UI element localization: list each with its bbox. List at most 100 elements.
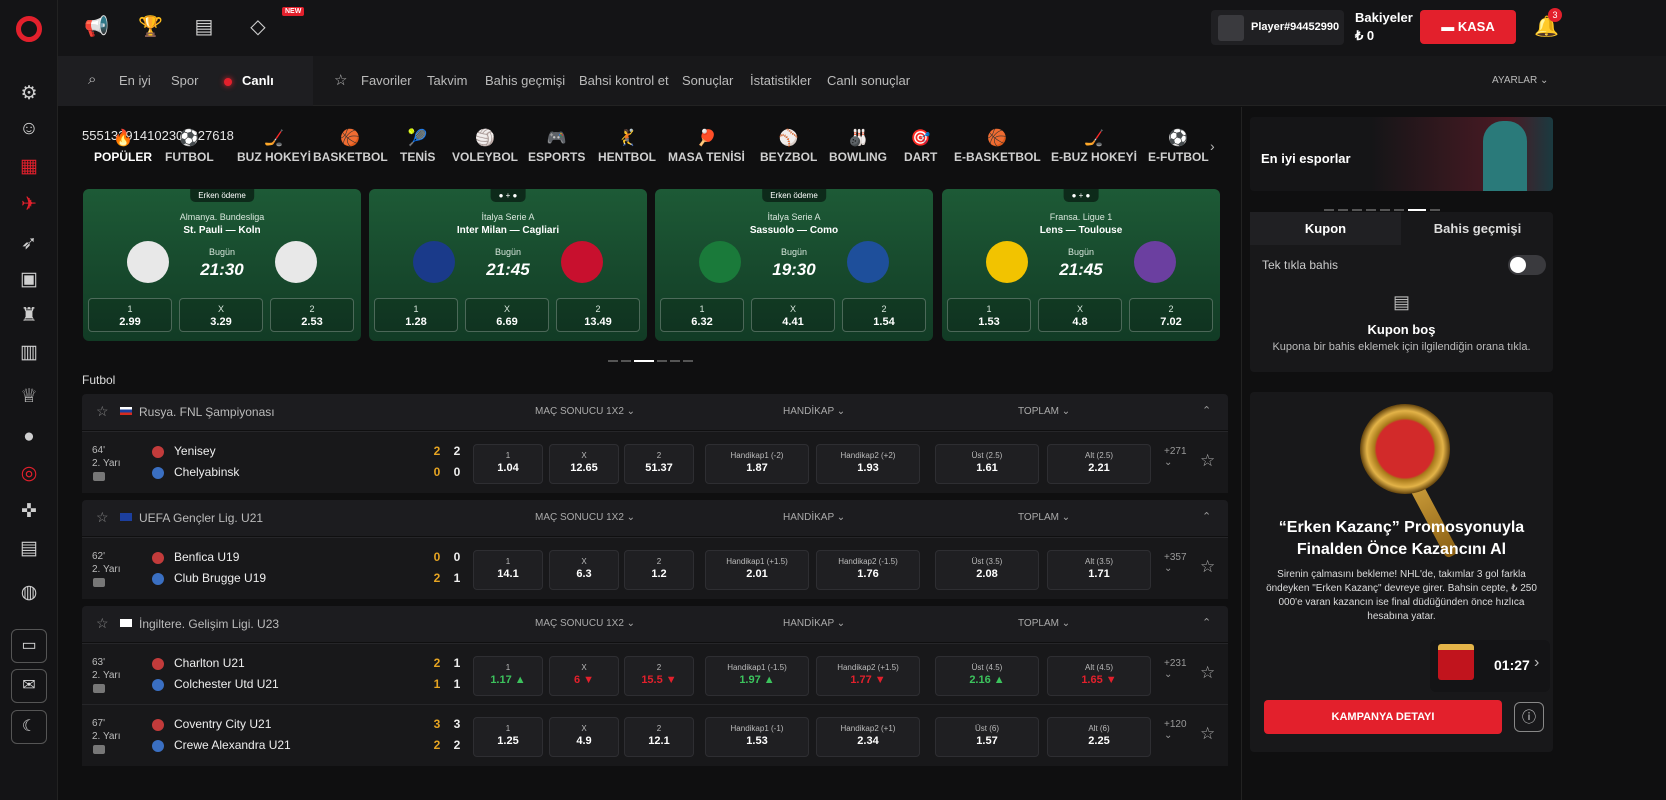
odd-button[interactable]: Alt (3.5) 1.71 xyxy=(1047,550,1151,590)
link-canli-sonuclar[interactable]: Canlı sonuçlar xyxy=(827,73,911,88)
chat-icon[interactable]: ✉ xyxy=(11,669,47,703)
sport-tab-4[interactable]: 🎾 TENİS xyxy=(400,128,435,164)
odd-button[interactable]: 1 1.53 xyxy=(947,298,1031,332)
featured-card[interactable]: ● + ● İtalya Serie A Inter Milan — Cagliar… xyxy=(369,189,647,341)
settings-link[interactable]: AYARLAR ⌄ xyxy=(1492,75,1549,86)
live-tv-icon[interactable] xyxy=(93,578,105,587)
promo-dot[interactable] xyxy=(1430,209,1440,211)
promo-dots[interactable] xyxy=(1324,199,1444,214)
sport-tab-7[interactable]: 🤾 HENTBOL xyxy=(598,128,656,164)
diamond-icon[interactable]: ◇ xyxy=(250,16,266,38)
tournament-icon[interactable]: ♜ xyxy=(20,305,38,326)
sport-tab-12[interactable]: 🏀 E-BASKETBOL xyxy=(954,128,1041,164)
odd-button[interactable]: Handikap2 (-1.5) 1.76 xyxy=(816,550,920,590)
chevron-right-icon[interactable]: › xyxy=(1210,138,1215,154)
match-row[interactable]: 67' 2. Yarı Coventry City U21 Crewe Alexand… xyxy=(82,704,1228,766)
market-label[interactable]: HANDİKAP ⌄ xyxy=(783,618,846,629)
trophy-icon[interactable]: 🏆 xyxy=(138,16,163,38)
star-icon[interactable]: ☆ xyxy=(96,509,109,525)
featured-card[interactable]: ● + ● Fransa. Ligue 1 Lens — Toulouse Bugün… xyxy=(942,189,1220,341)
favorite-star-icon[interactable]: ☆ xyxy=(1200,557,1216,576)
tab-canli[interactable]: Canlı xyxy=(242,73,274,88)
aviator-icon[interactable]: ✈ xyxy=(21,194,37,215)
odd-button[interactable]: 1 1.17 ▲ xyxy=(473,656,543,696)
bingo-icon[interactable]: ▥ xyxy=(20,342,38,363)
carousel-dot[interactable] xyxy=(608,360,618,362)
search-icon[interactable]: ⌕ xyxy=(88,71,97,88)
market-label[interactable]: MAÇ SONUCU 1X2 ⌄ xyxy=(535,618,636,629)
sport-tab-6[interactable]: 🎮 ESPORTS xyxy=(528,128,585,164)
odd-button[interactable]: Handikap2 (+1) 2.34 xyxy=(816,717,920,757)
sport-tab-13[interactable]: 🏒 E-BUZ HOKEYİ xyxy=(1051,128,1137,164)
kasa-button[interactable]: ▬ KASA xyxy=(1420,10,1516,44)
market-label[interactable]: TOPLAM ⌄ xyxy=(1018,512,1071,523)
carousel-dot-active[interactable] xyxy=(634,360,654,362)
match-row[interactable]: 64' 2. Yarı Yenisey Chelyabinsk 2 2 0 0 1 1.04 X 12… xyxy=(82,431,1228,493)
match-row[interactable]: 63' 2. Yarı Charlton U21 Colchester Utd U21… xyxy=(82,643,1228,705)
market-label[interactable]: TOPLAM ⌄ xyxy=(1018,618,1071,629)
market-label[interactable]: MAÇ SONUCU 1X2 ⌄ xyxy=(535,406,636,417)
odd-button[interactable]: 2 7.02 xyxy=(1129,298,1213,332)
language-flag-icon[interactable]: ☾ xyxy=(11,710,47,744)
chevron-right-icon[interactable]: › xyxy=(1534,654,1540,671)
logo[interactable] xyxy=(16,16,42,42)
star-icon[interactable]: ☆ xyxy=(96,615,109,631)
link-sonuclar[interactable]: Sonuçlar xyxy=(682,73,734,88)
odd-button[interactable]: Alt (6) 2.25 xyxy=(1047,717,1151,757)
balance[interactable]: Bakiyeler ₺ 0 xyxy=(1355,10,1413,47)
promo-dot-active[interactable] xyxy=(1408,209,1426,211)
link-bahsi-kontrol[interactable]: Bahsi kontrol et xyxy=(579,73,669,88)
market-label[interactable]: TOPLAM ⌄ xyxy=(1018,406,1071,417)
sport-tab-14[interactable]: ⚽ E-FUTBOL xyxy=(1148,128,1209,164)
casino-new-icon[interactable]: ▦ xyxy=(20,156,38,177)
odd-button[interactable]: Handikap1 (-1) 1.53 xyxy=(705,717,809,757)
link-takvim[interactable]: Takvim xyxy=(427,73,468,88)
tab-kupon[interactable]: Kupon xyxy=(1250,212,1401,245)
collapse-chevron-icon[interactable]: ⌃ xyxy=(1202,617,1212,629)
odd-button[interactable]: 1 6.32 xyxy=(660,298,744,332)
sport-tab-10[interactable]: 🎳 BOWLING xyxy=(829,128,887,164)
live-tv-icon[interactable] xyxy=(93,745,105,754)
collapse-chevron-icon[interactable]: ⌃ xyxy=(1202,405,1212,417)
info-icon[interactable]: ⓘ xyxy=(1514,702,1544,732)
more-markets[interactable]: +271 ⌄ xyxy=(1164,446,1187,468)
odd-button[interactable]: Üst (2.5) 1.61 xyxy=(935,444,1039,484)
odd-button[interactable]: X 12.65 xyxy=(549,444,619,484)
sport-tab-0[interactable]: 🔥 POPÜLER xyxy=(94,128,152,164)
player-profile[interactable]: Player#94452990 xyxy=(1211,10,1344,45)
odd-button[interactable]: X 4.41 xyxy=(751,298,835,332)
market-label[interactable]: HANDİKAP ⌄ xyxy=(783,512,846,523)
odd-button[interactable]: Handikap1 (-2) 1.87 xyxy=(705,444,809,484)
tab-spor[interactable]: Spor xyxy=(171,73,199,88)
odd-button[interactable]: Üst (3.5) 2.08 xyxy=(935,550,1039,590)
odd-button[interactable]: 1 14.1 xyxy=(473,550,543,590)
featured-card[interactable]: Erken ödeme İtalya Serie A Sassuolo — Como… xyxy=(655,189,933,341)
league-header[interactable]: ☆ UEFA Gençler Lig. U21 MAÇ SONUCU 1X2 ⌄ HA… xyxy=(82,500,1228,536)
football-icon[interactable]: ● xyxy=(23,426,35,447)
carousel-dot[interactable] xyxy=(683,360,693,362)
favorite-star-icon[interactable]: ☆ xyxy=(1200,724,1216,743)
odd-button[interactable]: 1 1.25 xyxy=(473,717,543,757)
odd-button[interactable]: 2 15.5 ▼ xyxy=(624,656,694,696)
carousel-dot[interactable] xyxy=(621,360,631,362)
more-markets[interactable]: +231 ⌄ xyxy=(1164,658,1187,680)
odd-button[interactable]: 2 51.37 xyxy=(624,444,694,484)
odd-button[interactable]: 1 1.04 xyxy=(473,444,543,484)
match-row[interactable]: 62' 2. Yarı Benfica U19 Club Brugge U19 0 0 2 1… xyxy=(82,537,1228,599)
sport-tab-1[interactable]: ⚽ FUTBOL xyxy=(165,128,214,164)
link-favoriler[interactable]: Favoriler xyxy=(361,73,412,88)
odd-button[interactable]: Handikap2 (+2) 1.93 xyxy=(816,444,920,484)
odd-button[interactable]: X 6 ▼ xyxy=(549,656,619,696)
campaign-detail-button[interactable]: KAMPANYA DETAYI xyxy=(1264,700,1502,734)
tv-games-icon[interactable]: ▣ xyxy=(20,269,38,290)
settings-gear-icon[interactable]: ⚙ xyxy=(20,83,38,104)
sport-tab-2[interactable]: 🏒 BUZ HOKEYİ xyxy=(237,128,311,164)
odd-button[interactable]: 2 12.1 xyxy=(624,717,694,757)
odd-button[interactable]: 1 2.99 xyxy=(88,298,172,332)
promo-dot[interactable] xyxy=(1394,209,1404,211)
megaphone-icon[interactable]: 📢 xyxy=(84,16,109,38)
gift-timer[interactable]: 01:27 › xyxy=(1430,640,1550,692)
tab-bahis-gecmisi[interactable]: Bahis geçmişi xyxy=(1433,221,1522,236)
gamepad-icon[interactable]: ✜ xyxy=(21,501,37,522)
esports-promo-banner[interactable]: En iyi esporlar xyxy=(1250,117,1553,191)
